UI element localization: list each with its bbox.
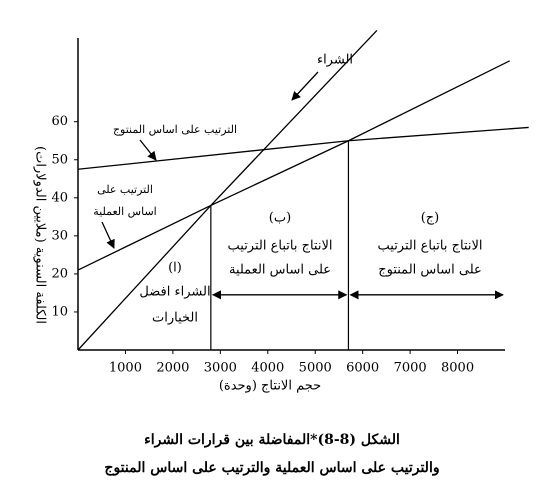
x-tick-label: 7000 (394, 361, 427, 376)
x-tick-label: 3000 (204, 361, 237, 376)
annotation: على اساس المنتوج (378, 263, 482, 278)
pointer-arrow (139, 139, 157, 161)
y-tick-label: 20 (51, 266, 68, 281)
annotation: الشراء افضل (139, 285, 210, 300)
y-tick-label: 30 (51, 228, 68, 243)
x-tick-label: 8000 (441, 361, 474, 376)
y-tick-label: 60 (51, 114, 68, 129)
pointer-arrow (101, 221, 115, 249)
annotation: اساس العملية (93, 205, 156, 218)
annotation: الخيارات (152, 311, 198, 326)
annotation: الشراء (317, 53, 353, 68)
x-tick-label: 6000 (346, 361, 379, 376)
annotation: (ج) (421, 211, 440, 226)
annotation: الانتاج باتباع الترتيب (378, 239, 483, 254)
x-tick-label: 4000 (251, 361, 284, 376)
pointer-arrow (291, 71, 319, 101)
x-tick-label: 5000 (299, 361, 332, 376)
y-axis-label: الكلفة السنوية (ملايين الدولارات) (33, 146, 48, 324)
annotation: الترتيب على (97, 183, 153, 196)
caption: الشكل (8-8)*المفاضلة بين قرارات الشراء (144, 432, 400, 448)
y-tick-label: 50 (51, 152, 68, 167)
caption: والترتيب على اساس العملية والترتيب على ا… (104, 460, 439, 476)
x-tick-label: 2000 (156, 361, 189, 376)
annotation: الترتيب على اساس المنتوج (113, 123, 237, 136)
y-tick-label: 40 (51, 190, 68, 205)
y-tick-label: 10 (51, 304, 68, 319)
cost-line (77, 60, 511, 271)
annotation: (ب) (269, 211, 291, 226)
x-axis-label: حجم الانتاج (وحدة) (219, 379, 321, 394)
annotation: الانتاج باتباع الترتيب (228, 239, 333, 254)
x-tick-label: 1000 (109, 361, 142, 376)
annotation: على اساس العملية (229, 263, 331, 278)
annotation: (ا) (168, 261, 182, 276)
